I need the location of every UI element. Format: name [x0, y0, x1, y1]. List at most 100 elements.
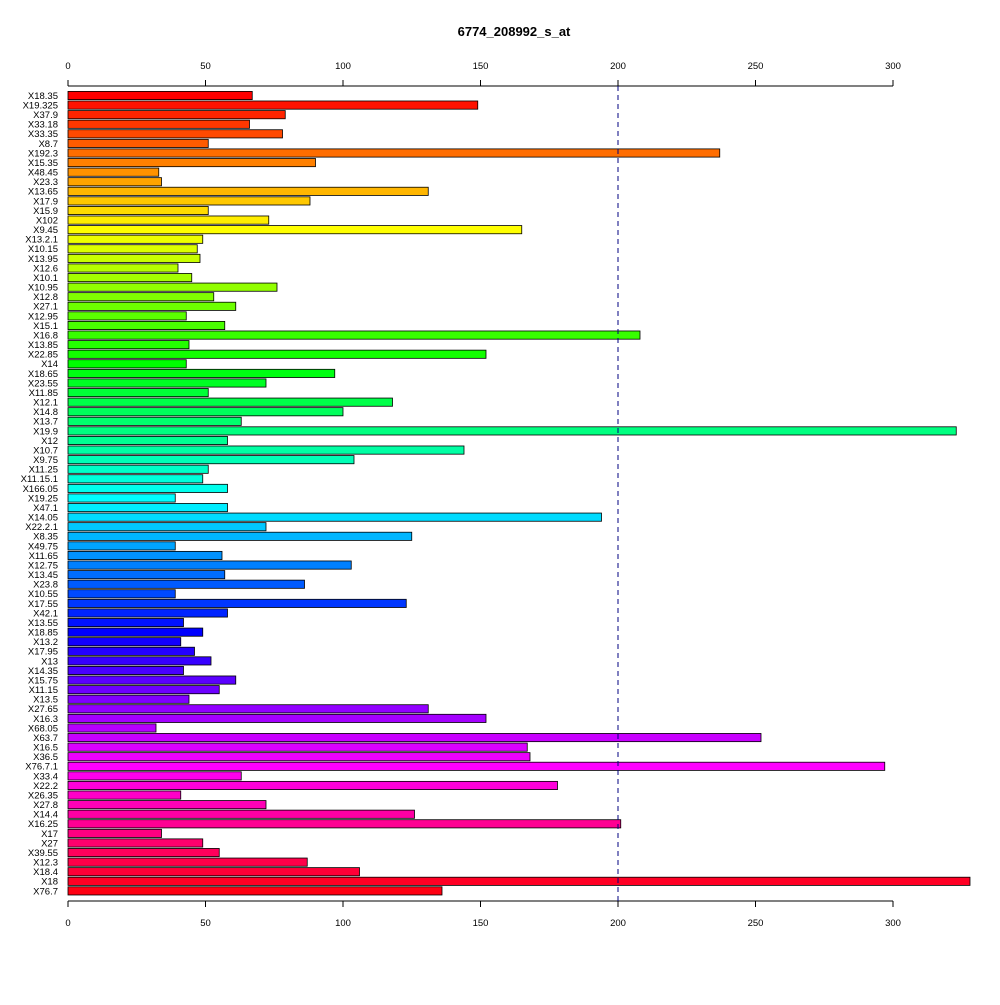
bar: [67, 320, 226, 330]
bar: [67, 780, 558, 790]
category-label: X49.75: [28, 541, 58, 552]
bar: [67, 378, 267, 388]
category-label: X26.35: [28, 790, 58, 801]
category-label: X27.1: [33, 302, 58, 313]
bar: [67, 646, 195, 656]
bar: [67, 253, 201, 263]
bar: [67, 761, 886, 771]
category-label: X13.2: [33, 637, 58, 648]
category-label: X10.1: [33, 273, 58, 284]
x-tick-label-bottom: 250: [748, 918, 764, 929]
category-label: X13.95: [28, 254, 58, 265]
category-label: X22.2: [33, 781, 58, 792]
category-label: X18.85: [28, 628, 58, 639]
category-label: X11.15: [29, 685, 58, 696]
category-label: X13.45: [28, 570, 58, 581]
bar: [67, 550, 223, 560]
bar: [67, 311, 187, 321]
bar: [67, 723, 157, 733]
x-tick-label-bottom: 200: [610, 918, 626, 929]
bar: [67, 838, 204, 848]
category-label: X39.55: [28, 848, 58, 859]
bar: [67, 752, 531, 762]
bar: [67, 886, 443, 896]
bar: [67, 186, 429, 196]
bar: [67, 388, 209, 398]
category-label: X11.65: [29, 551, 58, 562]
category-label: X13.55: [28, 618, 58, 629]
x-tick-label-bottom: 0: [65, 918, 70, 929]
bar: [67, 474, 204, 484]
bar: [67, 292, 215, 302]
category-label: X15.1: [33, 321, 58, 332]
category-label: X27.65: [28, 704, 58, 715]
bar: [67, 704, 429, 714]
bar: [67, 589, 176, 599]
bar: [67, 503, 228, 513]
x-tick-label-bottom: 150: [473, 918, 489, 929]
category-label: X23.55: [28, 378, 58, 389]
category-label: X37.9: [33, 110, 58, 121]
category-labels: X18.35X19.325X37.9X33.18X33.35X8.7X192.3…: [21, 91, 58, 897]
category-label: X192.3: [28, 148, 58, 159]
x-axis-top: 0 50 100 150 200 250 300: [65, 61, 901, 87]
category-label: X13: [41, 656, 58, 667]
category-label: X19.25: [28, 493, 58, 504]
category-label: X10.15: [28, 244, 58, 255]
category-label: X16.3: [33, 714, 58, 725]
bar: [67, 273, 193, 283]
category-label: X17.55: [28, 599, 58, 610]
category-label: X18.65: [28, 369, 58, 380]
chart-title: 6774_208992_s_at: [458, 24, 571, 39]
bar: [67, 167, 160, 177]
category-label: X15.9: [33, 206, 58, 217]
bar: [67, 579, 305, 589]
category-label: X47.1: [33, 503, 58, 514]
category-label: X23.8: [33, 580, 58, 591]
category-label: X19.9: [33, 426, 58, 437]
x-tick-label-bottom: 300: [885, 918, 901, 929]
bar: [67, 205, 209, 215]
category-label: X15.75: [28, 675, 58, 686]
category-label: X42.1: [33, 608, 58, 619]
category-label: X17.95: [28, 647, 58, 658]
bar: [67, 656, 212, 666]
x-tick-label-top: 250: [748, 61, 764, 72]
category-label: X12.6: [33, 263, 58, 274]
category-label: X8.7: [38, 139, 58, 150]
bar: [67, 867, 360, 877]
bar: [67, 483, 228, 493]
category-label: X33.18: [28, 120, 58, 131]
bar: [67, 100, 479, 110]
bar: [67, 627, 204, 637]
category-label: X18.4: [33, 867, 58, 878]
bar: [67, 397, 393, 407]
category-label: X14: [41, 359, 58, 370]
bar: [67, 416, 242, 426]
bar: [67, 848, 220, 858]
category-label: X12.1: [33, 398, 58, 409]
category-label: X13.85: [28, 340, 58, 351]
category-label: X36.5: [33, 752, 58, 763]
category-label: X10.95: [28, 283, 58, 294]
category-label: X13.65: [28, 187, 58, 198]
bar: [67, 570, 226, 580]
bar: [67, 91, 253, 101]
bar: [67, 435, 228, 445]
bar: [67, 158, 316, 168]
bar: [67, 828, 162, 838]
bar: [67, 665, 184, 675]
x-tick-label-top: 0: [65, 61, 70, 72]
bar: [67, 349, 487, 359]
x-tick-label-bottom: 100: [335, 918, 351, 929]
category-label: X22.85: [28, 350, 58, 361]
bar: [67, 790, 182, 800]
bar: [67, 225, 523, 235]
category-label: X27.8: [33, 800, 58, 811]
category-label: X33.4: [33, 771, 58, 782]
bar: [67, 263, 179, 273]
category-label: X48.45: [28, 168, 58, 179]
bar: [67, 541, 176, 551]
bar: [67, 464, 209, 474]
